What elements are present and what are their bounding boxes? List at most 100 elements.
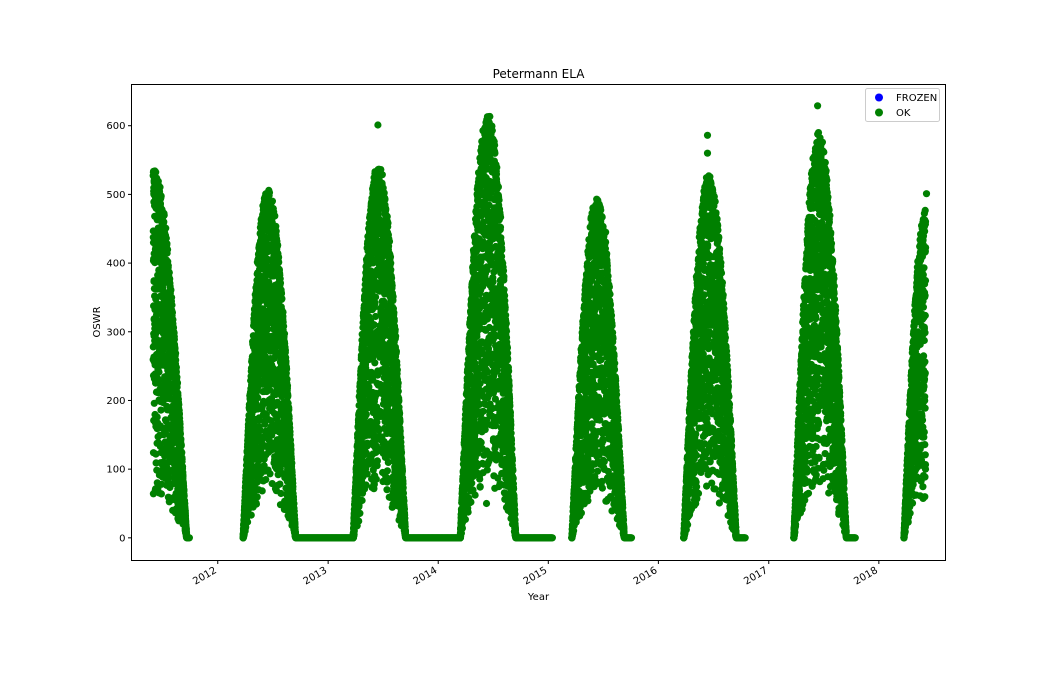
data-point-ok: [385, 237, 394, 245]
data-point-ok: [244, 518, 252, 526]
data-point-ok: [493, 163, 501, 171]
data-point-ok: [285, 412, 293, 420]
data-point-ok: [157, 406, 165, 414]
data-point-ok: [396, 417, 404, 426]
data-point-ok: [467, 498, 475, 506]
data-point-ok: [381, 194, 389, 203]
data-point-ok: [473, 332, 481, 341]
data-point-ok: [397, 438, 405, 446]
data-point-ok: [464, 508, 472, 516]
data-point-ok: [253, 493, 261, 501]
data-point-ok: [476, 483, 484, 491]
data-point-ok: [279, 308, 287, 316]
data-point-ok: [247, 511, 255, 519]
data-point-ok: [476, 475, 484, 483]
data-point-ok: [484, 368, 492, 376]
data-point-ok: [492, 170, 501, 178]
data-point-ok: [288, 459, 296, 467]
data-point-ok: [156, 183, 164, 191]
data-point-ok: [391, 326, 399, 334]
data-point-ok: [264, 325, 272, 333]
data-point-ok: [372, 293, 380, 301]
data-point-ok: [160, 218, 168, 226]
data-point-ok: [382, 206, 390, 214]
data-point-ok: [168, 301, 176, 309]
data-point-ok: [371, 359, 379, 367]
data-point-ok: [265, 188, 274, 197]
data-point-ok: [157, 192, 165, 200]
data-point-ok: [160, 211, 168, 219]
data-point-ok: [491, 141, 499, 149]
data-point-ok: [152, 168, 160, 176]
data-point-ok: [284, 391, 292, 399]
data-point-ok: [395, 396, 403, 404]
data-point-ok: [477, 438, 485, 447]
data-point-ok: [169, 323, 178, 332]
data-point-ok: [283, 375, 291, 383]
data-point-ok: [390, 308, 398, 317]
data-point-ok: [398, 467, 406, 475]
data-point-ok: [172, 349, 180, 357]
data-point-ok: [278, 295, 286, 303]
data-point-ok: [156, 442, 164, 450]
data-point-ok: [489, 278, 497, 286]
data-point-ok: [165, 268, 173, 277]
data-point-ok: [275, 253, 283, 261]
data-point-ok: [479, 407, 487, 415]
data-point-ok: [355, 517, 363, 525]
data-point-ok: [389, 293, 397, 301]
data-point-ok: [491, 149, 499, 157]
data-point-ok: [266, 470, 274, 478]
data-point-ok: [276, 279, 285, 287]
data-point-ok: [268, 197, 276, 205]
data-point-ok: [394, 387, 402, 395]
data-point-ok: [461, 515, 469, 524]
data-point-ok: [392, 347, 400, 355]
data-point-ok: [280, 330, 289, 338]
data-point-ok: [162, 234, 170, 242]
data-point-ok: [362, 410, 370, 418]
data-point-ok: [384, 219, 392, 227]
data-point-ok: [153, 311, 161, 319]
data-point-ok: [155, 368, 163, 376]
data-point-ok: [258, 487, 266, 495]
data-point-ok: [394, 379, 402, 387]
data-point-ok: [373, 457, 381, 465]
data-point-ok: [177, 442, 185, 450]
data-point-ok: [383, 467, 391, 475]
data-point-ok: [163, 240, 171, 248]
data-point-ok: [393, 366, 401, 374]
data-point-ok: [168, 309, 176, 317]
data-point-ok: [387, 259, 395, 267]
data-point-ok: [272, 227, 280, 235]
data-point-ok: [289, 482, 297, 491]
data-point-ok: [371, 300, 379, 308]
data-point-ok: [157, 490, 165, 498]
data-point-ok: [172, 356, 180, 364]
data-point-ok: [397, 448, 406, 456]
data-point-ok: [372, 475, 380, 483]
data-point-ok: [167, 286, 175, 294]
data-point-ok: [388, 281, 396, 290]
data-point-ok: [387, 266, 395, 274]
data-point-ok: [274, 241, 282, 249]
chart-title: Petermann ELA: [493, 67, 586, 81]
data-point-ok: [286, 428, 294, 436]
data-point-ok: [287, 446, 295, 454]
data-point-ok: [356, 509, 364, 517]
data-point-ok: [153, 413, 161, 421]
data-point-ok: [276, 480, 284, 488]
data-point-ok: [262, 476, 270, 484]
data-point-ok: [378, 171, 386, 179]
data-point-ok: [162, 224, 170, 232]
data-point-ok: [358, 496, 366, 505]
data-point-ok: [471, 491, 479, 499]
data-point-ok: [285, 404, 293, 412]
data-point-ok: [468, 479, 476, 487]
data-point-ok: [486, 112, 494, 121]
data-point-ok: [396, 409, 404, 417]
data-point-ok: [386, 253, 395, 261]
data-point-ok: [398, 455, 406, 463]
data-point-ok: [252, 500, 260, 508]
